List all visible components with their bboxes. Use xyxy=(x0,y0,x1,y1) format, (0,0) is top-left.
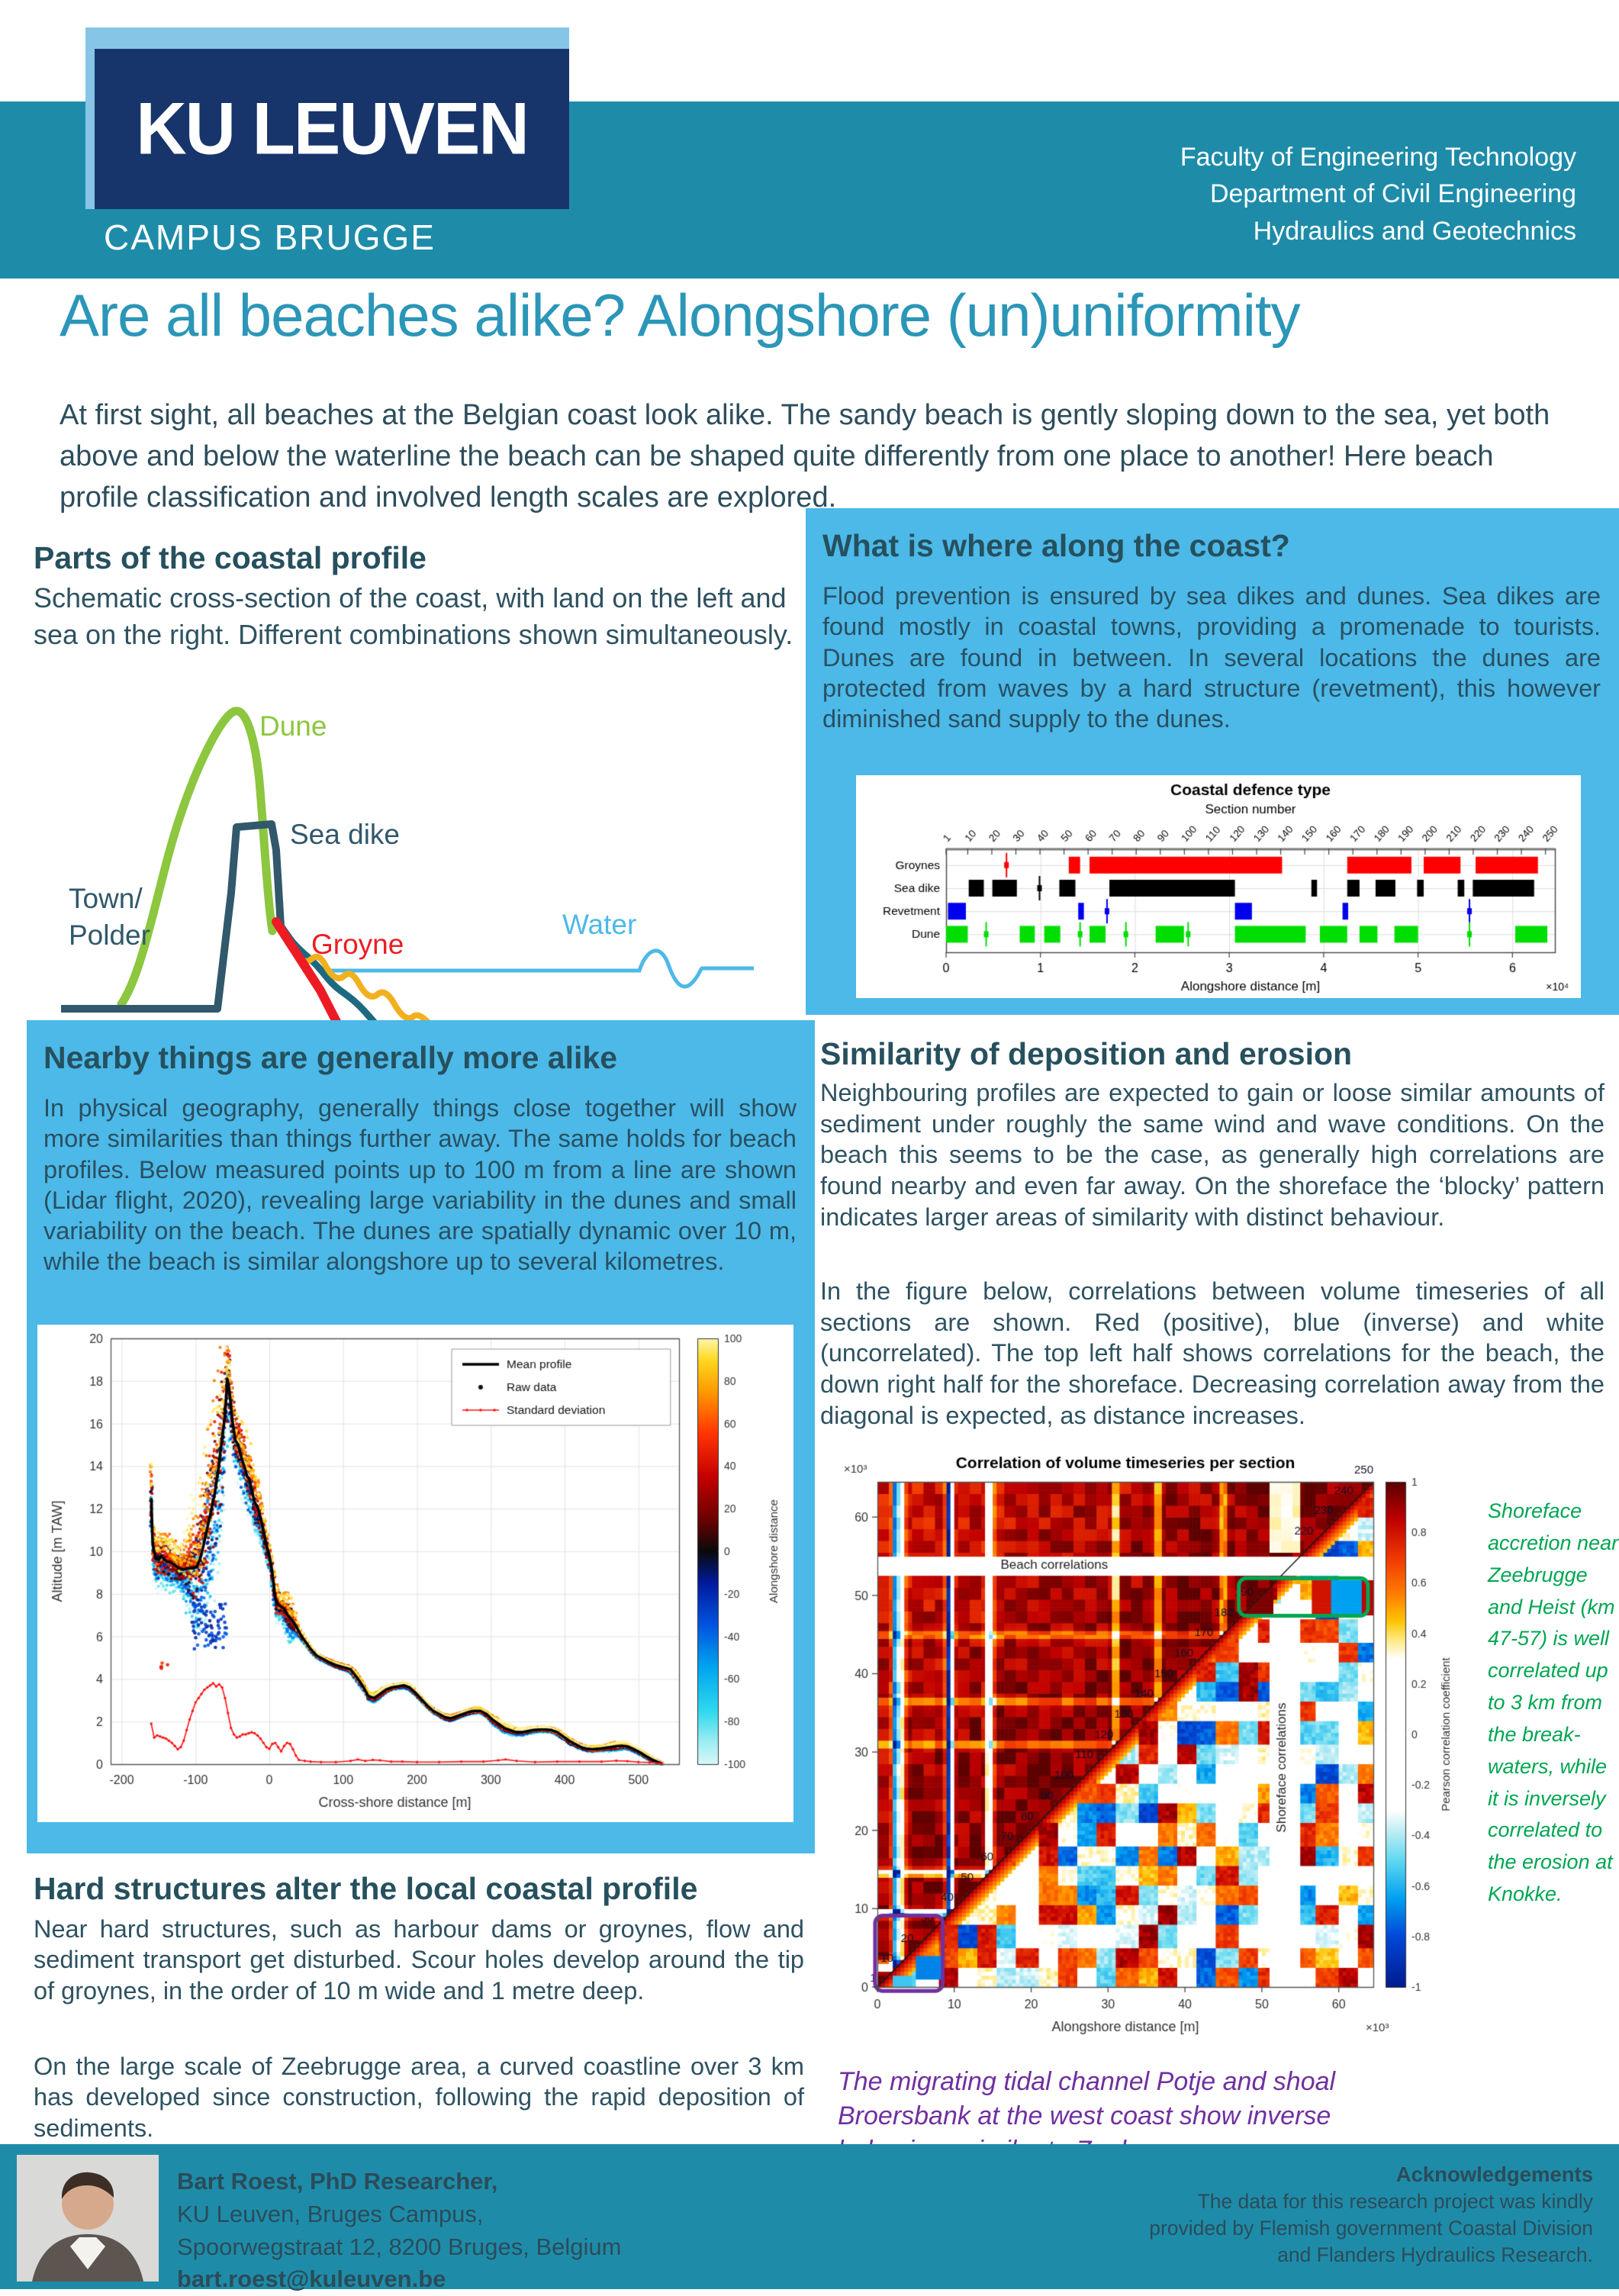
label-polder: Polder xyxy=(69,919,150,951)
section-body-what-where: Flood prevention is ensured by sea dikes… xyxy=(822,582,1601,733)
acknowledgements-block: Acknowledgements The data for this resea… xyxy=(839,2161,1593,2269)
contact-address: Spoorwegstraat 12, 8200 Bruges, Belgium xyxy=(177,2233,622,2260)
acknowledgements-body: The data for this research project was k… xyxy=(1149,2190,1593,2267)
section-body-coastal-profile: Schematic cross-section of the coast, wi… xyxy=(34,582,793,650)
intro-paragraph: At first sight, all beaches at the Belgi… xyxy=(60,399,1550,514)
photo-shirt xyxy=(70,2237,105,2269)
contact-org: KU Leuven, Bruges Campus, xyxy=(177,2200,484,2227)
hard-structures-paragraph-1: Near hard structures, such as harbour da… xyxy=(34,1915,804,2005)
label-sea-dike: Sea dike xyxy=(290,819,400,850)
dike-town-outline xyxy=(61,820,303,1013)
section-heading-similarity: Similarity of deposition and erosion xyxy=(820,1036,1353,1071)
section-heading-coastal-profile: Parts of the coastal profile xyxy=(34,540,426,575)
similarity-paragraph-2: In the figure below, correlations betwee… xyxy=(820,1277,1605,1429)
photo-hair xyxy=(61,2172,114,2199)
affiliation-line: Hydraulics and Geotechnics xyxy=(1253,216,1576,246)
kuleuven-logo-text: KU LEUVEN xyxy=(136,87,529,170)
photo-face xyxy=(62,2178,114,2230)
contact-name: Bart Roest, PhD Researcher, xyxy=(177,2168,498,2195)
kuleuven-logo: KU LEUVEN xyxy=(95,49,569,209)
similarity-paragraph-1: Neighbouring profiles are expected to ga… xyxy=(820,1079,1605,1231)
section-heading-nearby: Nearby things are generally more alike xyxy=(43,1040,617,1075)
beach-profiles-scatter-chart xyxy=(37,1325,793,1822)
correlation-heatmap-chart xyxy=(829,1448,1488,2051)
section-body-nearby: In physical geography, generally things … xyxy=(43,1094,797,1276)
acknowledgements-title: Acknowledgements xyxy=(1395,2162,1593,2186)
campus-label: CAMPUS BRUGGE xyxy=(104,217,436,257)
contact-block: Bart Roest, PhD Researcher, KU Leuven, B… xyxy=(177,2166,621,2296)
page-title: Are all beaches alike? Alongshore (un)un… xyxy=(60,282,1301,349)
researcher-photo-graphic xyxy=(17,2155,159,2282)
label-town: Town/ xyxy=(69,883,143,914)
label-groyne: Groyne xyxy=(311,929,404,960)
researcher-photo xyxy=(17,2155,159,2282)
contact-email: bart.roest@kuleuven.be xyxy=(177,2265,446,2293)
footer-band xyxy=(0,2144,1619,2289)
annotation-shoreface-accretion: Shoreface accretion near Zeebrugge and H… xyxy=(1488,1499,1619,1906)
coastal-defence-chart xyxy=(856,775,1581,998)
affiliation-line: Faculty of Engineering Technology xyxy=(1180,143,1576,172)
label-water: Water xyxy=(562,909,636,940)
water-line xyxy=(322,948,754,989)
hard-structures-paragraph-2: On the large scale of Zeebrugge area, a … xyxy=(34,2053,804,2142)
label-dune: Dune xyxy=(259,710,327,742)
affiliation-block: Faculty of Engineering Technology Depart… xyxy=(813,139,1576,250)
section-heading-what-where: What is where along the coast? xyxy=(822,528,1290,563)
dune-curve xyxy=(117,707,277,1009)
section-heading-hard-structures: Hard structures alter the local coastal … xyxy=(34,1871,698,1906)
affiliation-line: Department of Civil Engineering xyxy=(1209,179,1576,209)
